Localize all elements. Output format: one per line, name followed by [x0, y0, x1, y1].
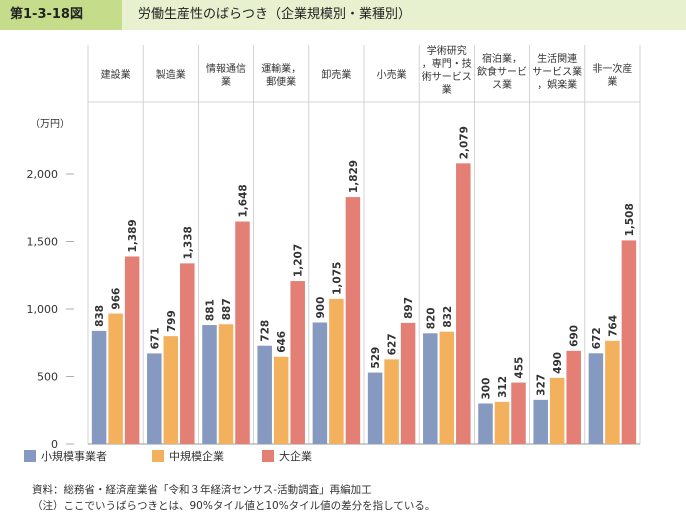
- bar: [566, 350, 581, 444]
- bar: [124, 256, 140, 444]
- data-label: 646: [276, 331, 288, 353]
- data-label: 820: [425, 307, 437, 329]
- data-label: 799: [166, 310, 178, 332]
- footnote: （注）ここでいうばらつきとは、90%タイル値と10%タイル値の差分を指している。: [32, 500, 436, 512]
- data-label: 728: [260, 320, 272, 342]
- bar: [494, 401, 510, 444]
- data-label: 966: [111, 288, 123, 310]
- bar: [345, 197, 361, 444]
- source-note: 資料：総務省・経済産業省「令和３年経済センサス-活動調査」再編加工: [32, 484, 372, 496]
- legend-label: 大企業: [279, 449, 312, 463]
- data-label: 838: [94, 305, 106, 327]
- legend-label: 小規模事業者: [41, 449, 107, 463]
- category-label: 業: [442, 83, 452, 96]
- category-label: 郵便業: [266, 75, 296, 88]
- bar: [257, 345, 272, 444]
- data-label: 764: [607, 315, 619, 337]
- data-label: 327: [536, 374, 548, 396]
- bar: [533, 399, 548, 444]
- bar: [384, 359, 399, 444]
- y-tick-label: 2,000: [27, 168, 59, 181]
- figure-header: 第1-3-18図 労働生産性のばらつき（企業規模別・業種別）: [0, 0, 686, 30]
- category-label: サービス業: [532, 65, 582, 78]
- data-label: 690: [569, 325, 581, 347]
- data-label: 1,508: [624, 203, 636, 236]
- bar: [91, 330, 107, 444]
- data-label: 887: [221, 298, 233, 320]
- bar: [621, 240, 637, 444]
- data-label: 881: [205, 299, 217, 321]
- data-label: 900: [315, 297, 327, 319]
- category-label: 業: [221, 75, 231, 88]
- data-label: 897: [403, 297, 415, 319]
- category-label: 非一次産: [592, 62, 632, 75]
- bar: [439, 331, 455, 444]
- bar: [511, 382, 526, 444]
- category-label: 学術研究: [427, 44, 467, 57]
- category-label: 運輸業，: [261, 62, 301, 75]
- data-label: 1,648: [238, 184, 250, 217]
- y-tick-label: 500: [37, 371, 58, 384]
- bar: [273, 356, 289, 444]
- data-label: 1,338: [182, 226, 194, 259]
- figure-title: 労働生産性のばらつき（企業規模別・業種別）: [138, 7, 412, 22]
- bar: [218, 324, 234, 444]
- category-label: 生活関連: [537, 52, 577, 65]
- bar: [329, 298, 344, 444]
- category-label: ，専門・技: [422, 57, 472, 70]
- data-label: 300: [481, 378, 493, 400]
- y-tick-label: 1,000: [27, 303, 59, 316]
- data-label: 627: [387, 333, 399, 355]
- data-label: 1,075: [331, 262, 343, 295]
- bar: [605, 340, 620, 444]
- category-label: 建設業: [101, 68, 131, 81]
- legend-label: 中規模企業: [169, 449, 224, 463]
- category-label: 小売業: [377, 68, 407, 81]
- category-label: 製造業: [156, 68, 186, 81]
- y-axis-label: （万円）: [30, 118, 70, 130]
- category-label: 情報通信: [206, 62, 246, 75]
- bar: [588, 353, 604, 444]
- data-label: 1,389: [127, 219, 139, 252]
- bar: [312, 322, 328, 444]
- y-tick-label: 1,500: [27, 236, 59, 249]
- category-label: ，娯楽業: [537, 78, 577, 91]
- bar: [147, 353, 162, 444]
- legend-swatch: [152, 450, 164, 462]
- bar: [456, 163, 471, 444]
- category-label: ス業: [492, 78, 512, 91]
- bar: [400, 322, 416, 444]
- data-label: 529: [370, 347, 382, 369]
- y-tick-label: 0: [51, 438, 58, 451]
- category-label: 飲食サービ: [477, 65, 527, 78]
- figure-number: 第1-3-18図: [0, 0, 122, 30]
- data-label: 1,829: [348, 160, 360, 193]
- data-label: 671: [149, 327, 161, 349]
- category-label: 卸売業: [321, 68, 351, 81]
- data-label: 490: [552, 352, 564, 374]
- category-label: 宿泊業，: [482, 52, 522, 65]
- data-label: 672: [591, 327, 603, 349]
- data-label: 2,079: [458, 126, 470, 159]
- legend-swatch: [24, 450, 36, 462]
- bar: [202, 325, 217, 444]
- bar: [367, 372, 383, 444]
- bar: [163, 336, 179, 444]
- bar: [290, 281, 305, 444]
- bar: [478, 403, 493, 444]
- bar: [423, 333, 438, 444]
- data-label: 455: [514, 357, 526, 379]
- legend-swatch: [262, 450, 274, 462]
- bar: [180, 263, 195, 444]
- bar: [235, 221, 250, 444]
- category-label: 術サービス: [422, 70, 472, 83]
- data-label: 312: [497, 376, 509, 398]
- bar: [549, 377, 565, 444]
- bar: [108, 313, 123, 444]
- data-label: 1,207: [293, 244, 305, 277]
- data-label: 832: [442, 306, 454, 328]
- category-label: 業: [607, 75, 617, 88]
